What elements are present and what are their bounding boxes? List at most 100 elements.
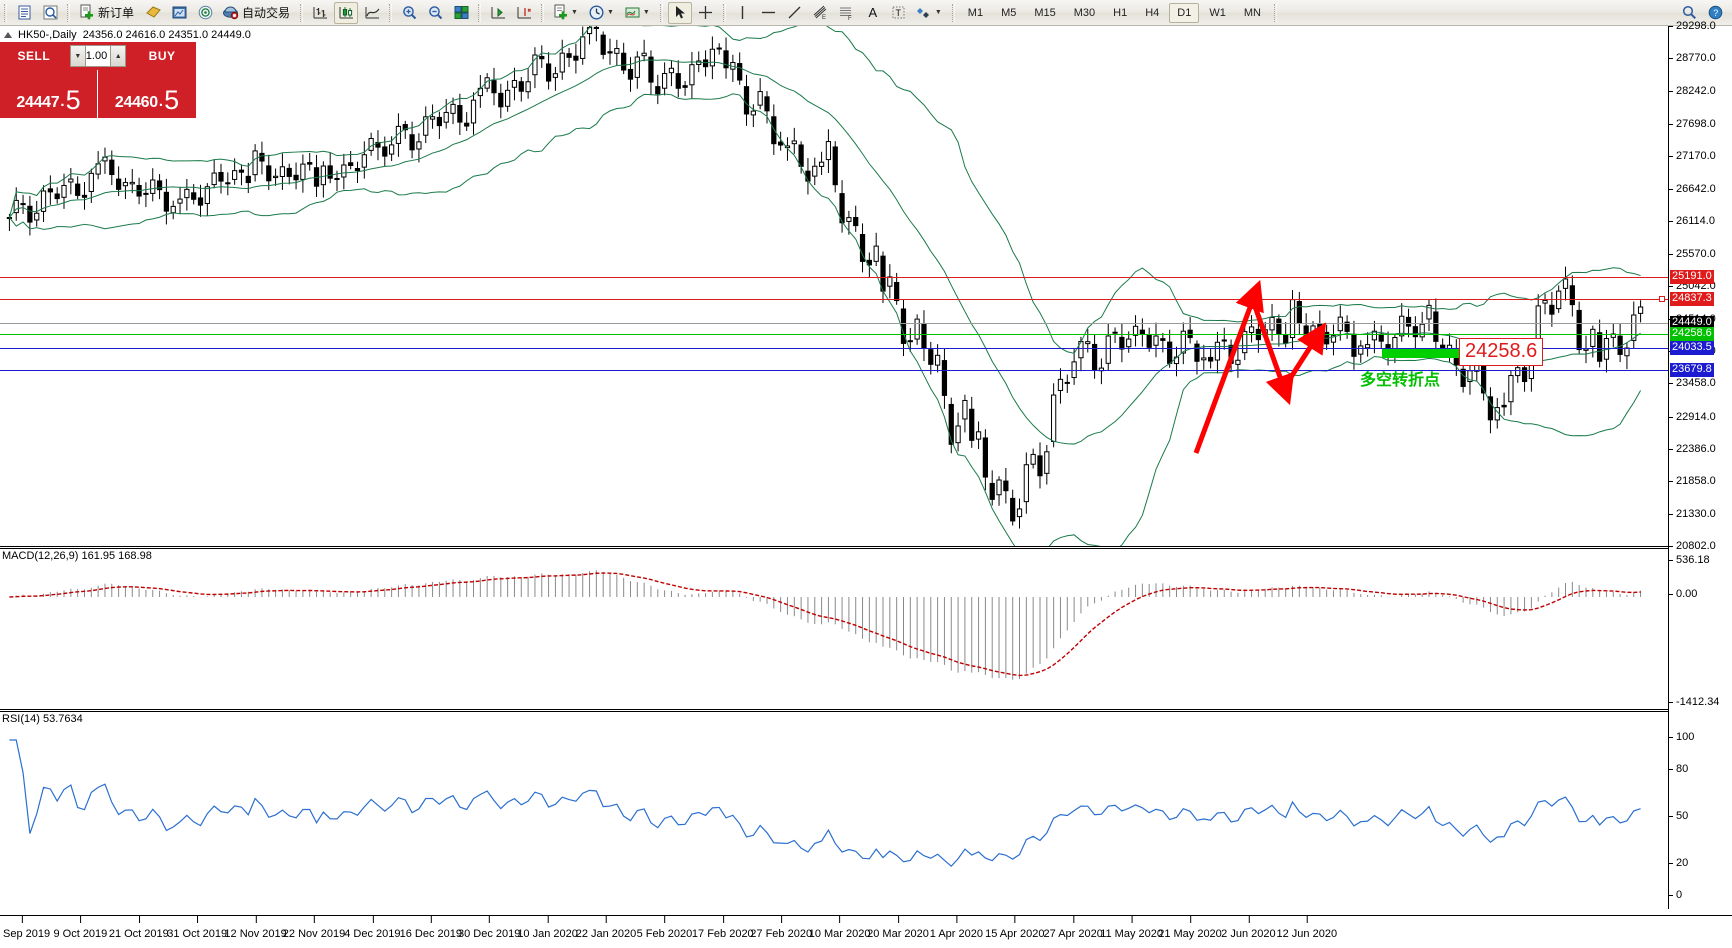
macd-tick: -1412.34 [1669, 696, 1719, 708]
price-level-line[interactable] [0, 348, 1668, 350]
timeframe-m1[interactable]: M1 [967, 6, 984, 19]
tile-windows-icon[interactable] [449, 2, 473, 24]
toolbar-separator [951, 3, 955, 22]
chart-window[interactable]: HK50-,Daily 24356.0 24616.0 24351.0 2444… [0, 20, 1732, 948]
zoom-in-icon[interactable] [397, 2, 421, 24]
zoom-out-icon[interactable] [423, 2, 447, 24]
timeframe-m30[interactable]: M30 [1073, 6, 1096, 19]
price-tick: 21858.0 [1669, 475, 1716, 487]
date-tick: 15 Apr 2020 [985, 916, 1045, 940]
collapse-triangle-icon[interactable] [4, 32, 12, 38]
candlestick-chart-icon[interactable] [334, 1, 359, 24]
signals-icon[interactable] [193, 2, 217, 24]
horizontal-line-icon[interactable] [757, 2, 781, 24]
text-icon[interactable]: A [868, 5, 878, 20]
timeframe-h4[interactable]: H4 [1145, 6, 1160, 19]
toolbar-separator [722, 3, 726, 22]
price-tick: 26642.0 [1669, 183, 1716, 195]
price-level-line[interactable] [0, 322, 1668, 324]
timeframe-m5[interactable]: M5 [1001, 6, 1017, 19]
macd-pane[interactable]: MACD(12,26,9) 161.95 168.98 [0, 546, 1668, 709]
date-tick: 2 Jun 2020 [1221, 916, 1276, 940]
price-callout-annotation: 24258.6 [1459, 338, 1544, 366]
terminal-icon[interactable] [12, 2, 36, 24]
timeframe-h1[interactable]: H1 [1113, 6, 1128, 19]
main-toolbar: 新订单 自动交易 ▼ ▼ [0, 0, 1732, 26]
bar-chart-icon[interactable] [308, 2, 332, 24]
macd-pane-canvas [0, 549, 1668, 709]
date-tick: 12 Jun 2020 [1276, 916, 1338, 940]
svg-text:E: E [822, 15, 826, 21]
trendline-icon[interactable] [783, 2, 807, 24]
price-tick: 22386.0 [1669, 443, 1716, 455]
price-scale[interactable]: 29298.0 28770.0 28242.0 27698.0 27170.0 26642… [1668, 20, 1732, 909]
one-click-trading-panel[interactable]: SELL ▼ 1.00 ▲ BUY 24447 . 5 24460 . 5 [0, 42, 196, 118]
price-level-label[interactable]: 24449.0 [1670, 315, 1714, 330]
date-tick: 10 Jan 2020 [517, 916, 578, 940]
cursor-icon[interactable] [667, 1, 692, 24]
equidistant-channel-icon[interactable]: E [809, 2, 833, 24]
auto-scroll-icon[interactable] [512, 2, 536, 24]
volume-input[interactable]: 1.00 [85, 45, 111, 67]
buy-button[interactable]: BUY [128, 42, 196, 70]
new-order-button[interactable]: 新订单 [75, 2, 139, 24]
timeframe-d1[interactable]: D1 [1169, 2, 1200, 23]
sell-price[interactable]: 24447 . 5 [0, 70, 98, 118]
volume-stepper[interactable]: ▼ 1.00 ▲ [67, 42, 129, 70]
buy-price-decimal-point: . [158, 93, 164, 110]
date-tick: 5 Feb 2020 [636, 916, 693, 940]
timeframe-mn[interactable]: MN [1243, 6, 1261, 19]
price-tick: 20802.0 [1669, 540, 1716, 552]
price-level-label[interactable]: 23679.8 [1670, 362, 1714, 377]
price-level-line[interactable] [0, 299, 1668, 301]
chevron-down-icon[interactable]: ▼ [934, 9, 942, 16]
price-pane-canvas [0, 26, 1668, 546]
buy-price-integer: 24460 [114, 94, 158, 111]
line-chart-icon[interactable] [360, 2, 384, 24]
indicators-icon[interactable]: ▼ [549, 2, 583, 24]
macd-chart-svg [9, 570, 1642, 680]
price-level-label[interactable]: 25191.0 [1670, 270, 1714, 285]
price-tick: 29298.0 [1669, 20, 1716, 32]
search-icon[interactable] [1677, 2, 1701, 24]
price-level-label[interactable]: 24258.6 [1670, 327, 1714, 342]
price-chart-svg [6, 26, 1644, 546]
date-tick: 17 Feb 2020 [691, 916, 754, 940]
periods-icon[interactable]: ▼ [585, 2, 619, 24]
chevron-down-icon[interactable]: ▼ [571, 9, 578, 16]
market-watch-icon[interactable] [38, 2, 62, 24]
toolbar-right-group: ? [1676, 2, 1732, 24]
volume-decrease-button[interactable]: ▼ [69, 45, 86, 67]
new-order-label: 新订单 [98, 6, 135, 20]
volume-increase-button[interactable]: ▲ [110, 45, 127, 67]
shapes-icon[interactable]: ▼ [913, 2, 947, 24]
terminal-window-icon[interactable] [167, 2, 191, 24]
buy-price[interactable]: 24460 . 5 [98, 70, 196, 118]
crosshair-icon[interactable] [694, 2, 718, 24]
sell-button[interactable]: SELL [0, 42, 68, 70]
price-level-label[interactable]: 24837.3 [1670, 292, 1714, 307]
timeframe-w1[interactable]: W1 [1209, 6, 1226, 19]
rsi-pane-canvas [0, 712, 1668, 909]
autotrading-button[interactable]: 自动交易 [219, 2, 295, 24]
chevron-down-icon[interactable]: ▼ [606, 9, 614, 16]
fibonacci-icon[interactable]: F [835, 2, 859, 24]
metaeditor-icon[interactable] [141, 2, 165, 24]
text-label-icon[interactable]: T [887, 2, 911, 24]
chevron-down-icon[interactable]: ▼ [642, 9, 650, 16]
price-level-label[interactable]: 24033.5 [1670, 341, 1714, 356]
chart-shift-icon[interactable] [486, 2, 510, 24]
rsi-tick: 50 [1669, 810, 1688, 822]
date-tick: 4 Dec 2019 [344, 916, 401, 940]
templates-icon[interactable]: ▼ [621, 2, 655, 24]
price-pane[interactable]: 24258.6 多空转折点 [0, 26, 1668, 546]
price-level-line[interactable] [0, 334, 1668, 336]
vertical-line-icon[interactable] [731, 2, 755, 24]
help-icon[interactable]: ? [1703, 2, 1727, 24]
price-level-handle[interactable] [1659, 296, 1665, 303]
rsi-pane[interactable]: RSI(14) 53.7634 [0, 709, 1668, 909]
price-level-line[interactable] [0, 277, 1668, 279]
price-level-line[interactable] [0, 369, 1668, 371]
timeframe-m15[interactable]: M15 [1034, 6, 1056, 19]
